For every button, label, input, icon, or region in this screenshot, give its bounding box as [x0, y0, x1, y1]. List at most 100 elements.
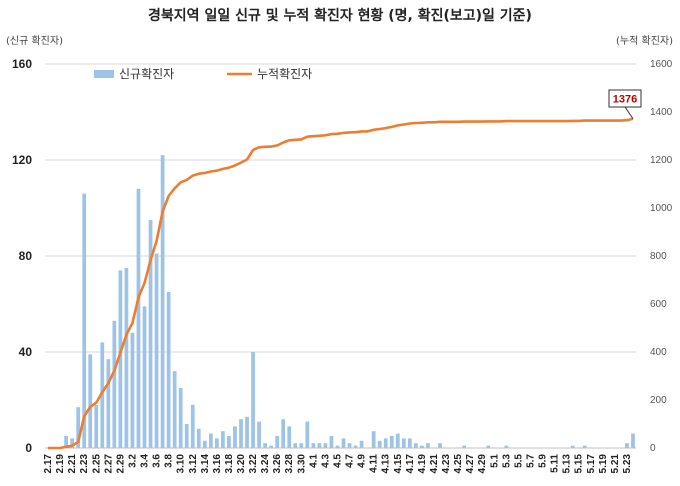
x-tick-label: 3.12: [188, 454, 199, 474]
legend-new-cases-label: 신규확진자: [119, 67, 174, 81]
x-tick-label: 4.1: [308, 454, 319, 468]
bar: [94, 404, 99, 448]
bar: [202, 440, 207, 448]
bar: [82, 193, 87, 448]
bar: [323, 443, 328, 448]
x-tick-label: 5.13: [562, 454, 573, 474]
bar: [438, 443, 442, 448]
bar: [401, 438, 406, 448]
bar: [631, 433, 635, 448]
bar: [166, 292, 171, 448]
bar: [625, 443, 629, 448]
x-tick-label: 2.27: [103, 454, 114, 474]
legend: 신규확진자 누적확진자: [94, 67, 312, 81]
x-tick-label: 3.2: [127, 454, 138, 468]
bar: [130, 332, 135, 448]
bar: [239, 419, 243, 448]
bar: [227, 436, 231, 448]
x-tick-label: 4.7: [345, 454, 356, 468]
bar: [172, 371, 177, 448]
bar: [257, 421, 261, 448]
bar: [233, 426, 237, 448]
x-tick-label: 4.21: [429, 454, 440, 474]
bar: [293, 443, 298, 448]
bar: [353, 445, 358, 448]
x-tick-label: 4.25: [453, 454, 464, 474]
y-tick-label: 40: [19, 345, 33, 359]
y2-tick-label: 0: [650, 443, 656, 454]
bar: [570, 445, 575, 448]
callout-value: 1376: [613, 94, 637, 106]
bar: [251, 352, 255, 448]
bar: [88, 354, 93, 448]
bar: [395, 433, 400, 448]
callout-leader: [624, 106, 634, 120]
bar: [106, 359, 111, 448]
x-tick-label: 5.3: [501, 454, 512, 468]
bar: [359, 440, 364, 448]
x-tick-label: 3.4: [140, 454, 151, 468]
x-tick-label: 4.17: [405, 454, 416, 474]
x-tick-label: 3.18: [224, 454, 235, 474]
bar: [269, 445, 274, 448]
x-tick-label: 4.3: [320, 454, 331, 468]
y2-tick-label: 1400: [650, 107, 673, 118]
legend-new-cases-swatch: [94, 70, 114, 78]
bar: [64, 436, 68, 448]
bar: [196, 428, 201, 448]
chart-title: 경북지역 일일 신규 및 누적 확진자 현황 (명, 확진(보고)일 기준): [148, 7, 532, 24]
x-tick-label: 4.29: [477, 454, 488, 474]
x-tick-label: 5.5: [513, 454, 524, 468]
bar: [160, 155, 165, 448]
x-tick-label: 2.19: [55, 454, 66, 474]
bar: [414, 443, 418, 448]
bar: [317, 443, 322, 448]
bar: [462, 445, 466, 448]
bar: [299, 443, 304, 448]
x-axis-ticks: 2.17 2.19 2.21 2.23 2.25 2.27 2.29 3.2 3.4 3.6 3.8…: [43, 454, 633, 474]
bar: [383, 438, 388, 448]
x-tick-label: 3.6: [152, 454, 163, 468]
bar: [371, 431, 376, 448]
bar: [311, 443, 316, 448]
x-tick-label: 4.5: [332, 454, 343, 468]
bar: [347, 443, 352, 448]
bar: [142, 306, 147, 448]
y2-tick-label: 200: [650, 395, 667, 406]
bar: [305, 421, 310, 448]
bar: [118, 270, 123, 448]
legend-cumulative-label: 누적확진자: [257, 67, 312, 81]
x-tick-label: 5.9: [538, 454, 549, 468]
bar: [136, 188, 141, 449]
bar: [76, 407, 81, 448]
x-tick-label: 5.1: [489, 454, 500, 468]
bar: [486, 445, 491, 448]
bar: [275, 436, 280, 448]
x-tick-label: 4.19: [417, 454, 428, 474]
bar: [426, 443, 430, 448]
bar: [329, 436, 334, 448]
y-tick-label: 160: [12, 57, 32, 71]
y-tick-label: 0: [25, 441, 32, 455]
x-tick-label: 3.30: [296, 454, 307, 474]
bar: [124, 268, 129, 448]
y-tick-label: 120: [12, 153, 32, 167]
bar: [504, 445, 509, 448]
y2-tick-label: 600: [650, 299, 667, 310]
x-tick-label: 4.9: [357, 454, 368, 468]
right-axis-ticks: 0 200 400 600 800 1000 1200 1400 1600: [650, 59, 673, 454]
x-tick-label: 2.17: [43, 454, 54, 474]
bar: [287, 426, 292, 448]
y2-tick-label: 800: [650, 251, 667, 262]
bar: [70, 438, 75, 448]
x-tick-label: 3.22: [248, 454, 259, 474]
bar: [112, 320, 117, 448]
x-tick-label: 2.29: [115, 454, 126, 474]
bar: [281, 419, 286, 448]
gridlines: [45, 63, 636, 353]
bar: [215, 438, 219, 448]
bar: [100, 342, 105, 448]
y2-tick-label: 1600: [650, 59, 673, 70]
bar: [221, 431, 225, 448]
